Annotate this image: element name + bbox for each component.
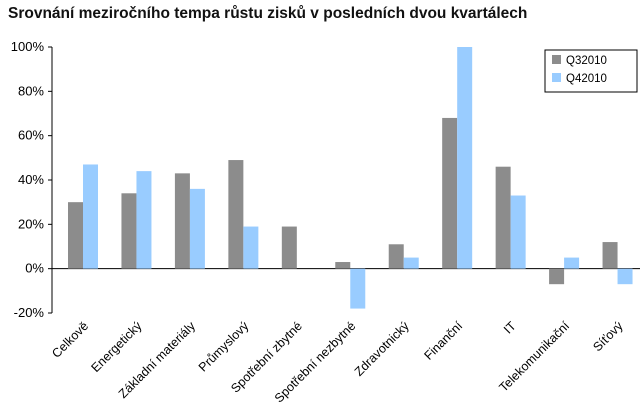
y-tick-label: 60%: [18, 128, 44, 143]
bar-q32010-10: [549, 268, 565, 285]
legend-label: Q42010: [566, 73, 607, 85]
legend-swatch: [552, 73, 561, 82]
bar-q42010-6: [350, 268, 366, 309]
bar-q42010-4: [243, 226, 259, 269]
x-category-label: Síťový: [590, 318, 626, 354]
legend-swatch: [552, 55, 561, 64]
bar-q42010-1: [83, 164, 98, 269]
chart-title: Srovnání meziročního tempa růstu zisků v…: [8, 5, 528, 22]
bar-q32010-8: [442, 117, 458, 269]
bar-q32010-7: [388, 244, 404, 269]
chart-legend: Q32010 Q42010: [544, 49, 638, 93]
bar-q42010-2: [136, 171, 152, 269]
chart-bars: [68, 47, 633, 309]
y-tick-label: 100%: [11, 39, 45, 54]
bar-q32010-6: [335, 262, 351, 269]
bar-q42010-11: [617, 268, 633, 285]
bar-q32010-3: [174, 173, 190, 269]
bar-q32010-2: [121, 193, 137, 269]
y-tick-label: 0%: [25, 261, 44, 276]
y-tick-label: -20%: [14, 305, 45, 320]
x-category-label: Energetický: [88, 318, 145, 375]
y-axis-ticks: 100% 80% 60% 40% 20% 0% -20%: [11, 39, 52, 320]
bar-q32010-4: [228, 160, 244, 269]
x-category-label: Průmyslový: [196, 318, 252, 374]
bar-q42010-3: [189, 188, 205, 269]
bar-q32010-5: [281, 226, 297, 269]
x-category-label: Celkově: [49, 319, 91, 361]
bar-q32010-11: [602, 242, 618, 269]
x-category-label: Finanční: [421, 319, 465, 363]
bar-q32010-1: [68, 202, 83, 269]
legend-label: Q32010: [566, 55, 607, 67]
bar-q42010-7: [403, 257, 419, 269]
y-tick-label: 80%: [18, 83, 44, 98]
x-category-label: Zdravotnický: [352, 318, 413, 379]
bar-q32010-9: [495, 166, 511, 269]
y-tick-label: 20%: [18, 216, 44, 231]
x-category-label: IT: [501, 319, 519, 337]
bar-q42010-10: [564, 257, 580, 269]
bar-q42010-8: [457, 47, 473, 269]
bar-q42010-9: [510, 195, 526, 269]
y-tick-label: 40%: [18, 172, 44, 187]
